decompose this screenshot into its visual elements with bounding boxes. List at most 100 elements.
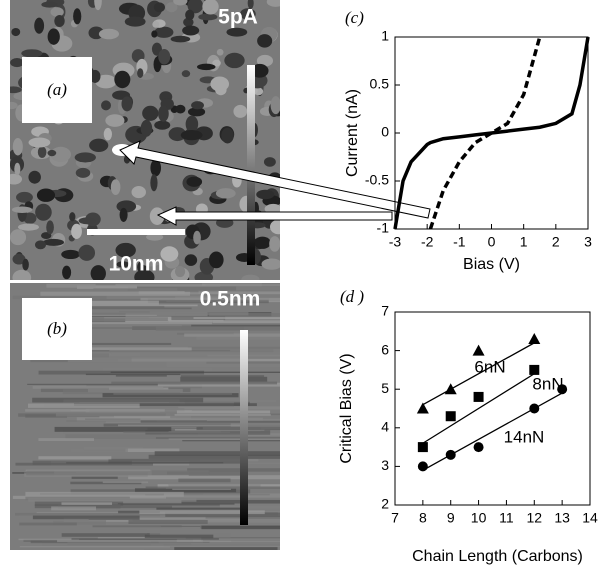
texture [108, 458, 245, 464]
texture [28, 137, 51, 148]
y-tick-label: -1 [377, 220, 390, 236]
data-point [557, 384, 568, 395]
texture [73, 403, 257, 407]
texture [182, 25, 200, 36]
data-point [473, 391, 484, 402]
texture [46, 220, 54, 235]
scale-bar [87, 229, 185, 235]
texture [156, 507, 246, 510]
texture [28, 304, 198, 307]
texture [240, 8, 256, 20]
texture [141, 258, 161, 267]
texture [74, 152, 96, 163]
texture [176, 410, 271, 415]
texture [203, 530, 280, 532]
texture [123, 431, 231, 434]
texture [168, 127, 187, 142]
texture [88, 388, 183, 393]
texture [47, 149, 57, 157]
texture [124, 16, 146, 27]
texture [155, 326, 280, 332]
texture [50, 146, 72, 163]
texture [187, 346, 280, 349]
texture [264, 203, 280, 214]
texture [35, 203, 52, 221]
texture [174, 414, 271, 416]
scale-bar-label: 10nm [109, 253, 164, 276]
texture [188, 471, 247, 476]
texture [62, 528, 232, 530]
texture [163, 544, 280, 546]
texture [140, 420, 280, 423]
texture [158, 105, 169, 122]
texture [185, 115, 199, 133]
texture [180, 375, 265, 377]
texture [173, 0, 188, 6]
texture [27, 383, 181, 385]
texture [83, 446, 144, 451]
y-tick-label: -0.5 [365, 172, 389, 188]
texture [116, 261, 130, 268]
texture [210, 76, 230, 92]
texture [34, 17, 45, 34]
color-scale [240, 330, 248, 525]
texture [32, 386, 164, 389]
texture [115, 242, 136, 258]
x-tick-label: 7 [391, 510, 399, 526]
texture [47, 305, 165, 308]
y-tick-label: 5 [381, 380, 389, 396]
texture [269, 236, 280, 252]
texture [19, 529, 148, 534]
texture [186, 176, 203, 187]
texture [134, 488, 237, 493]
texture [193, 317, 280, 320]
data-point [529, 403, 540, 414]
texture [270, 96, 280, 115]
texture [15, 512, 188, 516]
data-point [528, 333, 541, 345]
texture [168, 438, 280, 440]
texture [111, 381, 278, 385]
texture [34, 504, 220, 509]
texture [71, 476, 118, 479]
texture [150, 159, 162, 177]
texture [10, 229, 27, 246]
texture [25, 414, 67, 418]
texture [224, 52, 245, 69]
texture [90, 265, 106, 280]
texture [233, 104, 248, 118]
texture [86, 327, 181, 329]
texture [41, 1, 58, 8]
texture [34, 240, 46, 250]
texture [127, 286, 237, 291]
texture [153, 2, 165, 13]
y-tick-label: 3 [381, 457, 389, 473]
texture [247, 0, 254, 10]
texture [89, 138, 109, 153]
texture [14, 162, 21, 176]
texture [175, 104, 186, 114]
texture [154, 120, 171, 130]
texture [28, 498, 197, 502]
x-tick-label: -2 [421, 234, 434, 250]
texture [115, 375, 167, 377]
texture [99, 416, 177, 419]
texture [78, 217, 96, 225]
data-point [445, 449, 456, 460]
texture [187, 107, 206, 117]
texture [11, 206, 33, 213]
texture [187, 468, 280, 472]
texture [128, 475, 280, 480]
x-tick-label: 0 [488, 234, 496, 250]
texture [256, 189, 275, 200]
texture [254, 236, 271, 249]
y-tick-label: 0.5 [370, 76, 390, 92]
texture [57, 504, 121, 509]
data-point [417, 461, 428, 472]
texture [139, 510, 265, 515]
texture [18, 538, 80, 541]
data-point [416, 402, 429, 414]
texture [61, 249, 80, 260]
texture [149, 207, 165, 225]
